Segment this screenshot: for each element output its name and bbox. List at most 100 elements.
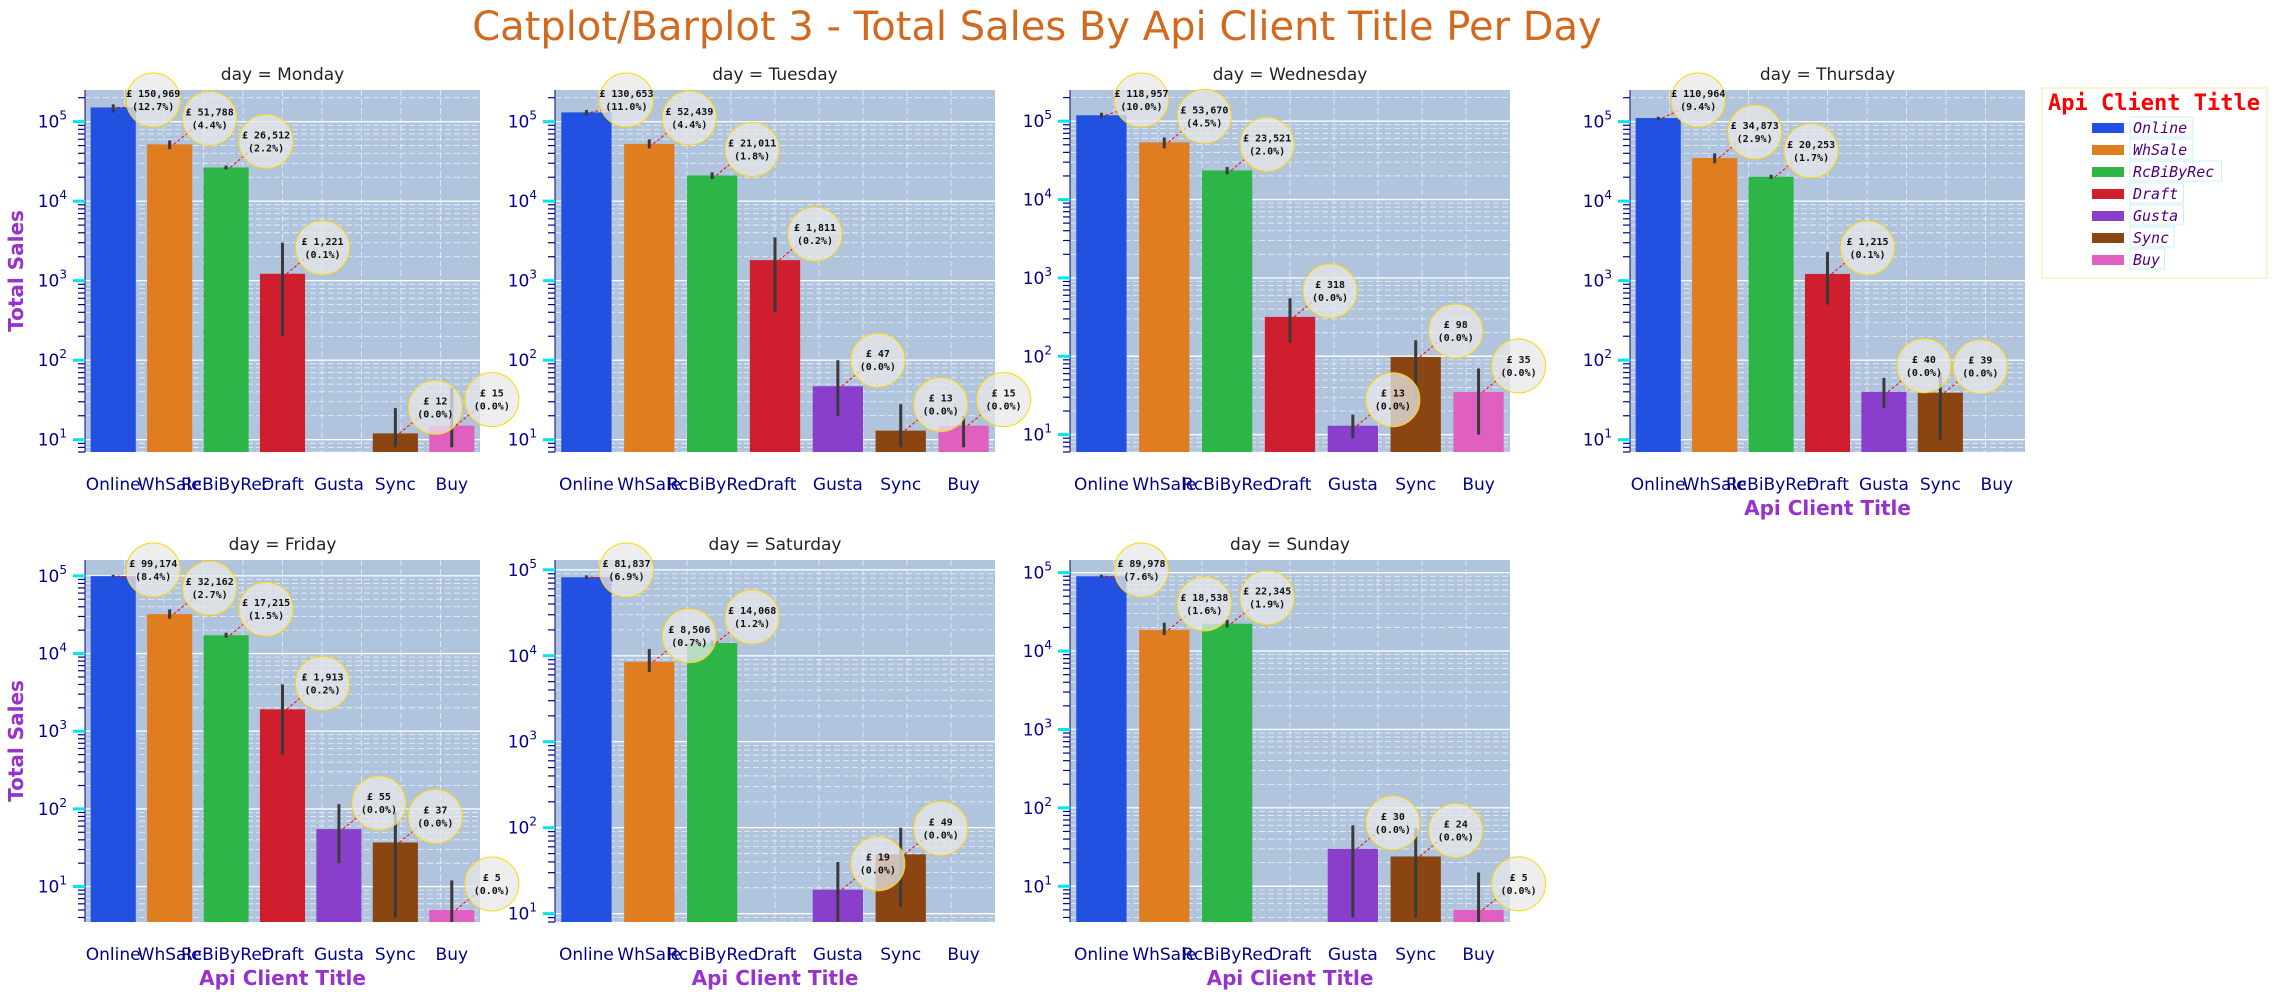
x-tick-label: Gusta — [1859, 475, 1909, 495]
y-tick-label: 103 — [1023, 265, 1052, 289]
x-tick-label: RcBiByRec — [1726, 475, 1816, 495]
y-tick-label: 105 — [1023, 560, 1052, 584]
y-axis-label: Total Sales — [4, 210, 28, 332]
annotation-bubble — [1428, 303, 1484, 359]
legend-label: WhSale — [2133, 141, 2187, 159]
annotation-bubble — [1896, 338, 1952, 394]
bar-rcbibyrec — [687, 643, 738, 922]
x-tick-label: RcBiByRec — [1182, 945, 1272, 965]
y-tick-label: 101 — [1023, 873, 1052, 897]
legend-title: Api Client Title — [2048, 91, 2260, 116]
annotation-value: £ 13 — [1381, 389, 1405, 400]
annotation-bubble — [724, 589, 780, 645]
annotation-percent: (0.1%) — [1849, 250, 1885, 261]
y-tick-label: 105 — [508, 557, 537, 581]
annotation-bubble — [1302, 263, 1358, 319]
annotation-value: £ 81,837 — [602, 559, 650, 570]
annotation-bubble — [1239, 116, 1295, 172]
x-tick-label: Draft — [1806, 475, 1849, 495]
annotation-value: £ 110,964 — [1671, 89, 1725, 100]
facet-title: day = Tuesday — [712, 65, 837, 85]
y-tick-exponent: 5 — [529, 109, 537, 123]
annotation-value: £ 22,345 — [1243, 587, 1291, 598]
annotation-value: £ 17,215 — [242, 598, 290, 609]
annotation-bubble — [238, 113, 294, 169]
y-tick-exponent: 1 — [59, 427, 67, 441]
x-tick-label: Online — [1631, 475, 1686, 495]
x-tick-label: Gusta — [314, 945, 364, 965]
annotation-percent: (0.1%) — [304, 250, 340, 261]
bars — [90, 574, 475, 922]
facet-grid: 101 102 103 104 105 £ 150,969 (12.7%) £ 51,788 (… — [4, 65, 2025, 990]
x-tick-label: Sync — [1395, 475, 1436, 495]
legend-label: Gusta — [2133, 207, 2178, 225]
x-tick-label: Gusta — [813, 945, 863, 965]
x-tick-label: Gusta — [1328, 475, 1378, 495]
y-tick-exponent: 3 — [59, 718, 67, 732]
y-axis: 101 102 103 104 105 — [38, 90, 86, 453]
y-tick-exponent: 5 — [1044, 560, 1052, 574]
x-tick-label: RcBiByRec — [667, 945, 757, 965]
bar-whsale — [147, 614, 193, 922]
bars — [1076, 574, 1504, 922]
y-tick-label: 103 — [38, 718, 67, 742]
legend-label: Online — [2133, 119, 2187, 137]
x-tick-label: WhSale — [617, 475, 681, 495]
annotation-bubble — [1727, 104, 1783, 160]
annotation-bubble — [1176, 88, 1232, 144]
facet-title: day = Sunday — [1230, 535, 1350, 555]
annotation-value: £ 14,068 — [728, 606, 776, 617]
annotation-bubble — [661, 90, 717, 146]
legend-label-box — [2129, 138, 2194, 160]
y-tick-exponent: 3 — [59, 268, 67, 282]
y-tick-exponent: 4 — [1044, 638, 1052, 652]
bar-rcbibyrec — [203, 635, 249, 922]
annotation-percent: (0.0%) — [1906, 368, 1942, 379]
x-tick-label: Online — [1074, 475, 1129, 495]
x-tick-label: Sync — [880, 945, 921, 965]
bar-online — [561, 112, 612, 452]
annotation-percent: (12.7%) — [132, 102, 174, 113]
x-tick-label: Draft — [1269, 475, 1312, 495]
x-tick-label: Sync — [1395, 945, 1436, 965]
y-tick-label: 101 — [38, 427, 67, 451]
annotation-bubble — [1176, 576, 1232, 632]
x-tick-label: Sync — [1920, 475, 1961, 495]
facet-title: day = Saturday — [709, 535, 842, 555]
annotation-percent: (0.0%) — [1438, 333, 1474, 344]
x-tick-label: Gusta — [314, 475, 364, 495]
bars — [1076, 112, 1504, 453]
legend-label: Buy — [2133, 251, 2160, 269]
legend-swatch — [2092, 167, 2124, 177]
annotation-value: £ 1,221 — [301, 237, 343, 248]
x-axis-label: Api Client Title — [1207, 966, 1374, 990]
annotation-bubble — [1783, 123, 1839, 179]
x-tick-label: RcBiByRec — [181, 475, 271, 495]
annotations: £ 81,837 (6.9%) £ 8,506 (0.7%) £ 14,068 (1.2%… — [590, 542, 969, 892]
annotation-percent: (0.0%) — [923, 407, 959, 418]
annotation-bubble — [1239, 570, 1295, 626]
x-tick-label: Buy — [1981, 475, 2014, 495]
annotation-bubble — [724, 122, 780, 178]
y-tick-label: 102 — [508, 347, 537, 371]
y-tick-label: 104 — [508, 643, 537, 667]
y-tick-label: 105 — [1583, 109, 1612, 133]
x-tick-label: Draft — [261, 475, 304, 495]
legend-label-box — [2129, 248, 2165, 270]
facet-title: day = Monday — [221, 65, 344, 85]
x-tick-label: RcBiByRec — [667, 475, 757, 495]
annotation-bubble — [1365, 795, 1421, 851]
annotation-value: £ 5 — [483, 873, 501, 884]
annotation-percent: (11.0%) — [605, 102, 647, 113]
legend-entry-gusta: Gusta — [2092, 204, 2184, 226]
y-tick-label: 101 — [508, 427, 537, 451]
annotation-value: £ 5 — [1510, 873, 1528, 884]
annotation-bubble — [125, 72, 181, 128]
y-tick-label: 105 — [1023, 108, 1052, 132]
x-tick-label: Online — [86, 475, 141, 495]
annotation-value: £ 55 — [367, 792, 391, 803]
y-tick-exponent: 1 — [1604, 427, 1612, 441]
annotation-value: £ 1,811 — [794, 223, 836, 234]
annotation-bubble — [1952, 339, 2008, 395]
annotation-value: £ 40 — [1912, 355, 1936, 366]
